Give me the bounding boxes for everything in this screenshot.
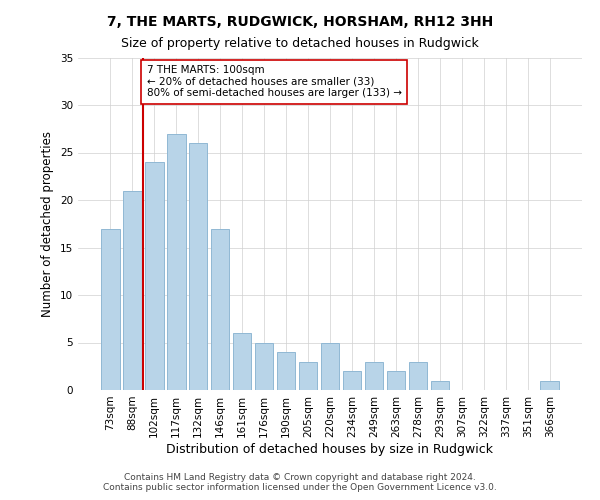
Bar [167,134,185,390]
X-axis label: Distribution of detached houses by size in Rudgwick: Distribution of detached houses by size … [167,442,493,456]
Text: 7, THE MARTS, RUDGWICK, HORSHAM, RH12 3HH: 7, THE MARTS, RUDGWICK, HORSHAM, RH12 3H… [107,15,493,29]
Bar [343,371,361,390]
Text: Size of property relative to detached houses in Rudgwick: Size of property relative to detached ho… [121,38,479,51]
Bar [211,228,229,390]
Text: Contains HM Land Registry data © Crown copyright and database right 2024.
Contai: Contains HM Land Registry data © Crown c… [103,473,497,492]
Bar [541,380,559,390]
Bar [145,162,164,390]
Bar [365,362,383,390]
Y-axis label: Number of detached properties: Number of detached properties [41,130,55,317]
Text: 7 THE MARTS: 100sqm
← 20% of detached houses are smaller (33)
80% of semi-detach: 7 THE MARTS: 100sqm ← 20% of detached ho… [146,65,401,98]
Bar [386,371,405,390]
Bar [101,228,119,390]
Bar [189,143,208,390]
Bar [299,362,317,390]
Bar [409,362,427,390]
Bar [320,342,340,390]
Bar [233,333,251,390]
Bar [277,352,295,390]
Bar [431,380,449,390]
Bar [255,342,274,390]
Bar [123,190,142,390]
